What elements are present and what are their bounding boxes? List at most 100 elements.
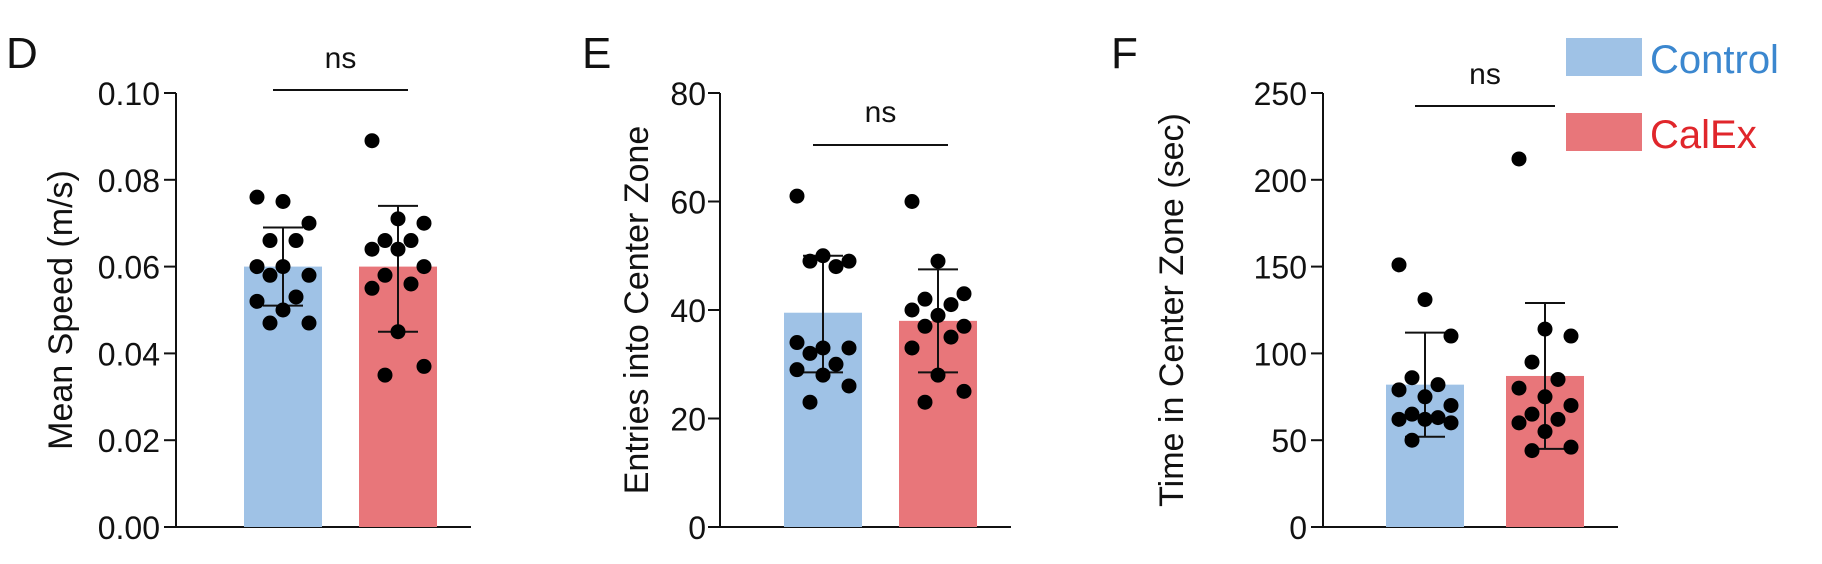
data-point: [1537, 389, 1553, 405]
data-point: [1443, 415, 1459, 431]
data-point: [1417, 292, 1433, 308]
y-tick-label: 40: [670, 293, 706, 329]
y-tick-label: 0: [688, 510, 706, 546]
data-point: [828, 259, 844, 275]
data-point: [1443, 328, 1459, 344]
y-tick-label: 0.00: [98, 510, 160, 546]
legend: Control CalEx: [1566, 38, 1779, 157]
data-point: [904, 340, 920, 356]
data-point: [249, 189, 265, 205]
chart-panel-f: F Time in Center Zone (sec) 0 50 100 150 200 25…: [1111, 29, 1618, 546]
data-point: [301, 215, 317, 231]
data-point: [390, 211, 406, 227]
data-point: [1417, 411, 1433, 427]
data-point: [956, 286, 972, 302]
data-point: [1563, 397, 1579, 413]
y-tick-label: 0.08: [98, 163, 160, 199]
data-point: [904, 302, 920, 318]
legend-swatch-control: [1566, 38, 1642, 76]
data-point: [1443, 397, 1459, 413]
data-point: [943, 297, 959, 313]
y-tick-label: 20: [670, 402, 706, 438]
y-tick-label: 200: [1254, 163, 1307, 199]
chart-panel-e: E Entries into Center Zone 0 20 40 60 80 ns: [582, 29, 1011, 546]
data-point: [815, 367, 831, 383]
data-point: [789, 362, 805, 378]
data-point: [917, 318, 933, 334]
data-point: [275, 302, 291, 318]
data-point: [815, 340, 831, 356]
data-point: [1430, 410, 1446, 426]
y-axis-label: Time in Center Zone (sec): [1153, 113, 1191, 507]
y-axis-label: Entries into Center Zone: [618, 126, 656, 495]
data-point: [1524, 443, 1540, 459]
data-point: [917, 291, 933, 307]
data-point: [1391, 382, 1407, 398]
data-point: [403, 233, 419, 249]
data-point: [789, 335, 805, 351]
data-point: [1550, 411, 1566, 427]
panel-letter: D: [6, 29, 38, 78]
data-point: [841, 340, 857, 356]
data-point: [1550, 371, 1566, 387]
data-point: [1563, 328, 1579, 344]
y-tick-label: 0.10: [98, 76, 160, 112]
data-point: [815, 248, 831, 264]
data-point: [1524, 406, 1540, 422]
data-point: [1563, 439, 1579, 455]
data-point: [301, 315, 317, 331]
y-tick-label: 0.02: [98, 423, 160, 459]
data-point: [904, 194, 920, 209]
significance-label: ns: [325, 42, 357, 75]
data-point: [377, 233, 393, 249]
data-point: [943, 329, 959, 345]
data-point: [377, 267, 393, 283]
legend-label-control: Control: [1650, 38, 1779, 82]
data-point: [1511, 380, 1527, 396]
y-tick-label: 0.04: [98, 336, 160, 372]
data-point: [390, 241, 406, 257]
data-point: [841, 378, 857, 394]
data-point: [802, 253, 818, 269]
y-axis-label: Mean Speed (m/s): [42, 170, 80, 450]
data-point: [416, 259, 432, 275]
data-point: [249, 293, 265, 309]
data-point: [841, 253, 857, 269]
significance-label: ns: [1469, 58, 1501, 91]
data-point: [1391, 411, 1407, 427]
y-tick-label: 100: [1254, 336, 1307, 372]
chart-panel-d: D Mean Speed (m/s) 0.00 0.02 0.04 0.06 0.08 0.1…: [6, 29, 471, 546]
y-tick-label: 250: [1254, 76, 1307, 112]
y-tick-label: 50: [1271, 423, 1307, 459]
data-point: [390, 324, 406, 340]
data-point: [364, 241, 380, 257]
data-point: [403, 276, 419, 292]
data-point: [930, 307, 946, 323]
data-point: [956, 383, 972, 399]
legend-label-calex: CalEx: [1650, 113, 1757, 157]
data-point: [364, 133, 380, 149]
data-point: [275, 259, 291, 275]
data-point: [416, 358, 432, 374]
data-point: [416, 215, 432, 231]
data-point: [917, 394, 933, 410]
y-tick-label: 80: [670, 76, 706, 112]
data-point: [249, 259, 265, 275]
y-tick-label: 0: [1289, 510, 1307, 546]
data-point: [930, 253, 946, 269]
y-tick-label: 60: [670, 185, 706, 221]
data-point: [1511, 151, 1527, 167]
data-point: [1391, 257, 1407, 273]
data-point: [262, 315, 278, 331]
y-tick-label: 0.06: [98, 250, 160, 286]
data-point: [377, 367, 393, 383]
data-point: [956, 318, 972, 334]
data-point: [262, 267, 278, 283]
data-point: [802, 394, 818, 410]
data-point: [828, 356, 844, 372]
data-point: [1537, 424, 1553, 440]
legend-swatch-calex: [1566, 113, 1642, 151]
y-tick-label: 150: [1254, 250, 1307, 286]
